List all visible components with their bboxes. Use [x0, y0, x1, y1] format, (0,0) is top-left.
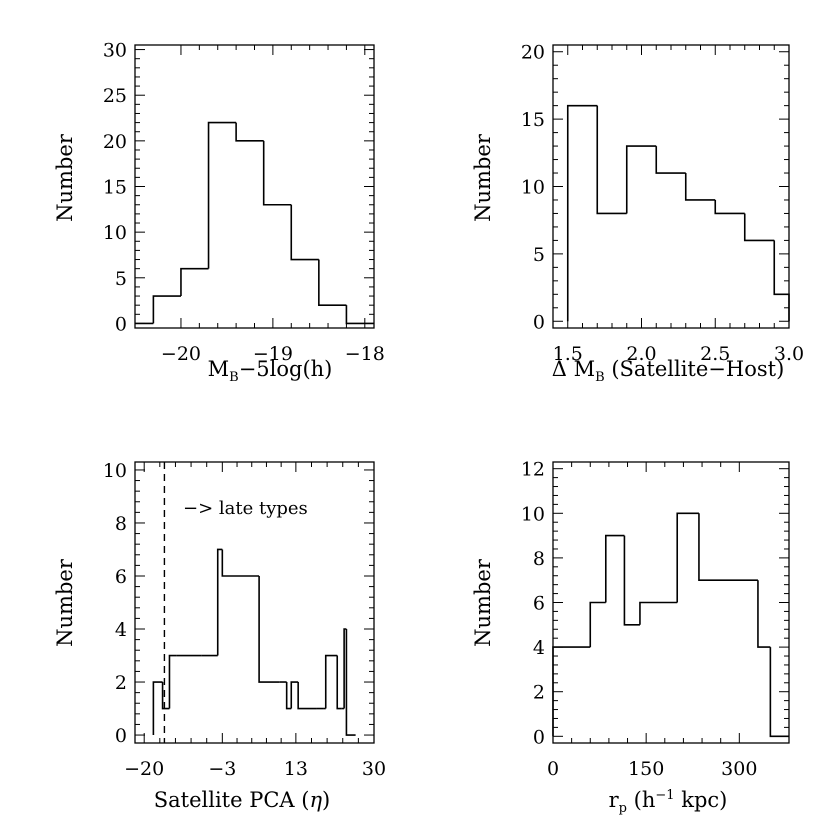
histogram-bin — [290, 681, 299, 709]
axis-ticks: −20 −19 −18 0 5 10 15 20 25 30 — [103, 40, 385, 365]
y-tick-label: 30 — [103, 40, 127, 62]
histogram-bin — [168, 654, 177, 709]
histogram-bin — [596, 105, 627, 215]
histogram-bars — [552, 512, 789, 738]
y-tick-label: 6 — [533, 593, 545, 615]
histogram-bars — [566, 104, 790, 322]
histogram-bin — [297, 682, 317, 710]
x-tick-label: 1.5 — [553, 343, 583, 365]
y-axis-label: Number — [471, 133, 495, 222]
histogram-bin — [290, 204, 319, 261]
y-tick-label: 4 — [533, 637, 545, 659]
histogram-bin — [216, 548, 223, 656]
histogram-bin — [743, 213, 775, 242]
axis-ticks: 1.5 2.0 2.5 3.0 0 5 10 15 20 — [521, 42, 804, 365]
histogram-bin — [684, 173, 716, 201]
x-axis-label: MB−5log(h) — [208, 357, 333, 385]
late-types-annotation: −> late types — [183, 498, 308, 519]
plot-frame — [552, 44, 790, 329]
y-tick-label: 6 — [115, 566, 127, 588]
y-tick-label: 0 — [115, 313, 127, 335]
y-tick-label: 10 — [103, 222, 127, 244]
y-axis-label: Number — [53, 133, 77, 222]
histogram-bin — [262, 140, 292, 206]
plot-frame — [134, 461, 375, 744]
histogram-bin — [161, 682, 170, 710]
y-tick-label: 8 — [533, 548, 545, 570]
x-tick-label: 30 — [362, 758, 386, 780]
y-tick-label: 8 — [115, 513, 127, 535]
y-tick-label: 20 — [103, 131, 127, 153]
x-tick-label: 150 — [628, 758, 664, 780]
x-axis-label: Δ MB (Satellite−Host) — [552, 357, 785, 385]
y-tick-label: 4 — [115, 619, 127, 641]
y-tick-label: 2 — [115, 672, 127, 694]
x-tick-label: 300 — [721, 758, 757, 780]
x-tick-label: −19 — [253, 343, 293, 365]
histogram-bin — [324, 654, 338, 709]
panel-pca-histogram: −20 −3 13 30 0 2 4 6 8 10 −> late types Satellite… — [53, 460, 386, 812]
histogram-bars — [135, 121, 374, 325]
x-tick-label: −20 — [161, 343, 201, 365]
x-tick-label: −3 — [208, 758, 236, 780]
y-tick-label: 10 — [521, 503, 545, 525]
histogram-bin — [655, 146, 686, 174]
x-axis-label: Satellite PCA (η) — [154, 788, 331, 812]
x-tick-label: 2.5 — [700, 343, 730, 365]
x-tick-label: −20 — [124, 758, 164, 780]
x-tick-label: 3.0 — [774, 343, 804, 365]
histogram-bin — [345, 629, 356, 736]
histogram-bin — [152, 295, 181, 324]
y-tick-label: 5 — [533, 244, 545, 266]
histogram-bin — [676, 512, 699, 603]
x-tick-label: −18 — [345, 343, 385, 365]
histogram-bin — [604, 534, 625, 603]
x-axis-label: rp (h−1 kpc) — [609, 788, 728, 816]
x-tick-label: 13 — [284, 758, 308, 780]
histogram-bin — [258, 575, 280, 683]
y-tick-label: 0 — [533, 311, 545, 333]
histogram-bin — [757, 580, 771, 648]
histogram-bars — [152, 548, 356, 736]
histogram-bin — [285, 682, 292, 710]
y-tick-label: 5 — [115, 268, 127, 290]
histogram-bin — [589, 601, 606, 648]
histogram-bin — [152, 681, 163, 736]
histogram-bin — [180, 267, 209, 297]
x-tick-label: 0 — [547, 758, 559, 780]
axis-ticks: 0 150 300 0 2 4 6 8 10 12 — [521, 459, 789, 780]
y-tick-label: 10 — [103, 460, 127, 482]
histogram-bin — [235, 122, 264, 142]
panel-projected-radius-histogram: 0 150 300 0 2 4 6 8 10 12 rp (h−1 kpc) Number — [471, 459, 790, 816]
x-tick-label: 2.0 — [626, 343, 656, 365]
y-tick-label: 0 — [115, 725, 127, 747]
panel-delta-magnitude-histogram: 1.5 2.0 2.5 3.0 0 5 10 15 20 Δ MB (Satellite−Hos… — [471, 42, 804, 385]
y-tick-label: 0 — [533, 726, 545, 748]
histogram-bin — [639, 601, 678, 625]
histogram-bin — [221, 549, 260, 577]
histogram-bin — [566, 104, 598, 322]
y-axis-label: Number — [53, 558, 77, 647]
y-tick-label: 25 — [103, 85, 127, 107]
histogram-bin — [625, 145, 657, 214]
y-tick-label: 10 — [521, 177, 545, 199]
plot-frame — [134, 44, 375, 329]
y-tick-label: 20 — [521, 42, 545, 64]
histogram-bin — [336, 655, 342, 710]
y-tick-label: 12 — [521, 459, 545, 481]
axis-ticks: −20 −3 13 30 0 2 4 6 8 10 — [103, 460, 386, 780]
histogram-bin — [343, 628, 347, 709]
y-tick-label: 15 — [521, 109, 545, 131]
histogram-bin — [207, 121, 237, 269]
y-axis-label: Number — [471, 558, 495, 647]
histogram-bin — [698, 513, 758, 581]
y-tick-label: 15 — [103, 177, 127, 199]
panel-magnitude-histogram: −20 −19 −18 0 5 10 15 20 25 30 MB−5log(h) Number — [53, 40, 385, 385]
y-tick-label: 2 — [533, 682, 545, 704]
histogram-bin — [318, 259, 347, 306]
histogram-bin — [714, 199, 745, 215]
histogram-bin — [623, 535, 640, 626]
